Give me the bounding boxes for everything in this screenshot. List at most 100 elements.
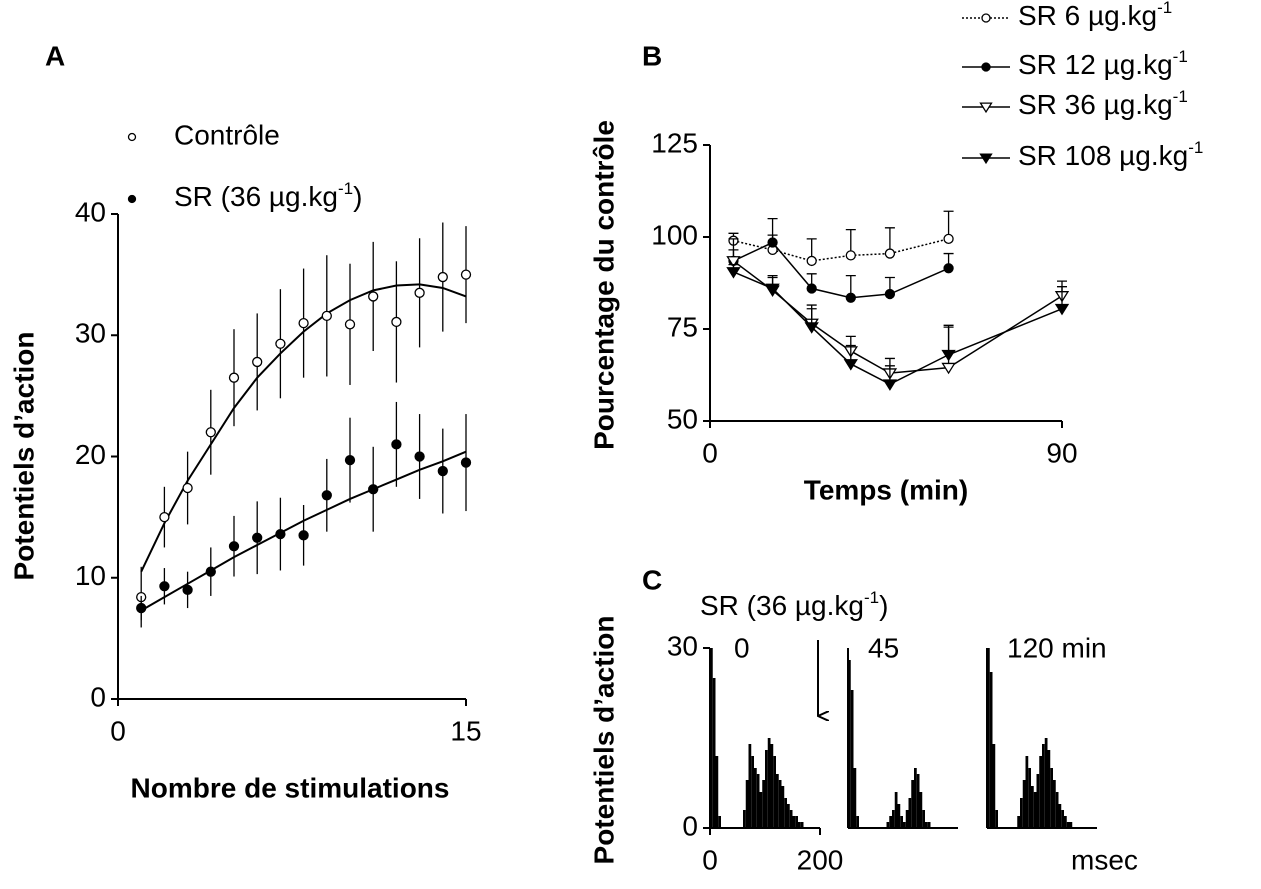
histogram-bar [897, 804, 901, 828]
histogram-bar [1055, 792, 1059, 828]
marker [437, 465, 448, 477]
series-line [733, 271, 1063, 386]
legend-marker [979, 102, 993, 114]
legend-marker [981, 62, 991, 72]
histogram-bar [745, 780, 749, 828]
legend-label: SR 36 µg.kg-1 [1018, 87, 1188, 120]
marker [159, 511, 170, 523]
marker [368, 291, 379, 302]
marker [943, 233, 954, 244]
marker [136, 602, 147, 614]
y-tick-label: 100 [651, 219, 698, 250]
y-tick-label: 20 [75, 439, 106, 470]
marker [275, 528, 286, 540]
histogram-bar [715, 756, 719, 828]
histogram-bar [795, 816, 798, 828]
histogram-bar [927, 822, 931, 828]
histogram-bar [1044, 738, 1048, 828]
histogram-bar [922, 810, 925, 828]
histogram-bar [798, 822, 801, 828]
marker [767, 237, 778, 248]
y-tick-label: 125 [651, 127, 698, 158]
legend-label: SR (36 µg.kg-1) [174, 179, 362, 212]
histogram-bar [1022, 780, 1026, 828]
histogram-bar [778, 780, 782, 828]
panel-label: C [642, 564, 662, 595]
marker [298, 317, 309, 329]
y-axis-label: Pourcentage du contrôle [588, 120, 619, 450]
x-tick-label: 0 [110, 715, 126, 746]
histogram-bar [1042, 744, 1045, 828]
marker [843, 359, 858, 371]
marker [182, 482, 193, 494]
legend-label: SR 108 µg.kg-1 [1018, 138, 1203, 171]
y-tick-label: 40 [75, 196, 106, 227]
legend-label: SR 12 µg.kg-1 [1018, 47, 1188, 80]
histogram-bar [762, 780, 765, 828]
histogram-bar [765, 750, 768, 828]
marker [806, 255, 817, 267]
marker [726, 267, 741, 279]
marker [391, 316, 402, 328]
histogram-bar [911, 780, 914, 828]
marker [252, 356, 263, 368]
histogram-bar [853, 768, 857, 828]
histogram-bar [767, 738, 771, 828]
marker [1054, 303, 1070, 316]
histogram-bar [1039, 756, 1042, 828]
histogram-bar [856, 816, 859, 828]
marker [884, 248, 896, 259]
histogram-bar [1069, 822, 1073, 828]
histogram-bar [900, 816, 903, 828]
histogram-bar [903, 822, 906, 828]
histogram-bar [987, 648, 990, 828]
marker [321, 310, 332, 322]
marker [765, 283, 780, 296]
marker [414, 287, 425, 298]
marker [845, 250, 856, 261]
histogram-bar [718, 816, 721, 828]
histogram-bar [995, 810, 998, 828]
marker [845, 292, 856, 303]
histogram-bar [748, 744, 752, 828]
marker [252, 532, 263, 543]
histogram-bar [914, 768, 917, 828]
histogram-bar [1050, 768, 1053, 828]
panel-label: A [45, 40, 65, 71]
histogram-bar [1033, 792, 1037, 828]
marker [882, 379, 898, 391]
histogram-bar [712, 678, 716, 828]
marker [228, 541, 240, 552]
x-axis-label: Temps (min) [804, 474, 968, 505]
histogram-bar [1017, 816, 1020, 828]
x-tick-label: 200 [797, 844, 844, 875]
x-tick-label: 0 [702, 437, 718, 468]
y-tick-label: 10 [75, 560, 106, 591]
legend-marker [979, 153, 993, 165]
marker [205, 427, 216, 438]
marker [943, 263, 954, 274]
marker [344, 454, 356, 466]
histogram-title: 120 min [1007, 632, 1107, 663]
error-bar [943, 324, 954, 355]
marker [460, 269, 472, 280]
x-tick-label: 15 [450, 715, 481, 746]
histogram-bar [743, 810, 746, 828]
histogram-bar [1053, 780, 1056, 828]
y-tick-label: 0 [90, 681, 106, 712]
legend-label: SR 6 µg.kg-1 [1018, 0, 1172, 31]
histogram-bar [792, 816, 796, 828]
annotation: SR (36 µg.kg-1) [700, 588, 888, 621]
y-axis-label: Potentiels d’action [8, 332, 39, 581]
marker [804, 322, 819, 334]
y-axis-label: Potentiels d’action [588, 616, 619, 865]
x-tick-label: 0 [702, 844, 718, 875]
legend-marker [127, 194, 137, 204]
series-line [733, 260, 1063, 374]
x-tick-label: 90 [1046, 437, 1077, 468]
marker [228, 372, 240, 383]
x-axis-label: Nombre de stimulations [131, 772, 450, 803]
marker [321, 490, 332, 501]
marker [941, 362, 956, 375]
marker [391, 439, 402, 450]
